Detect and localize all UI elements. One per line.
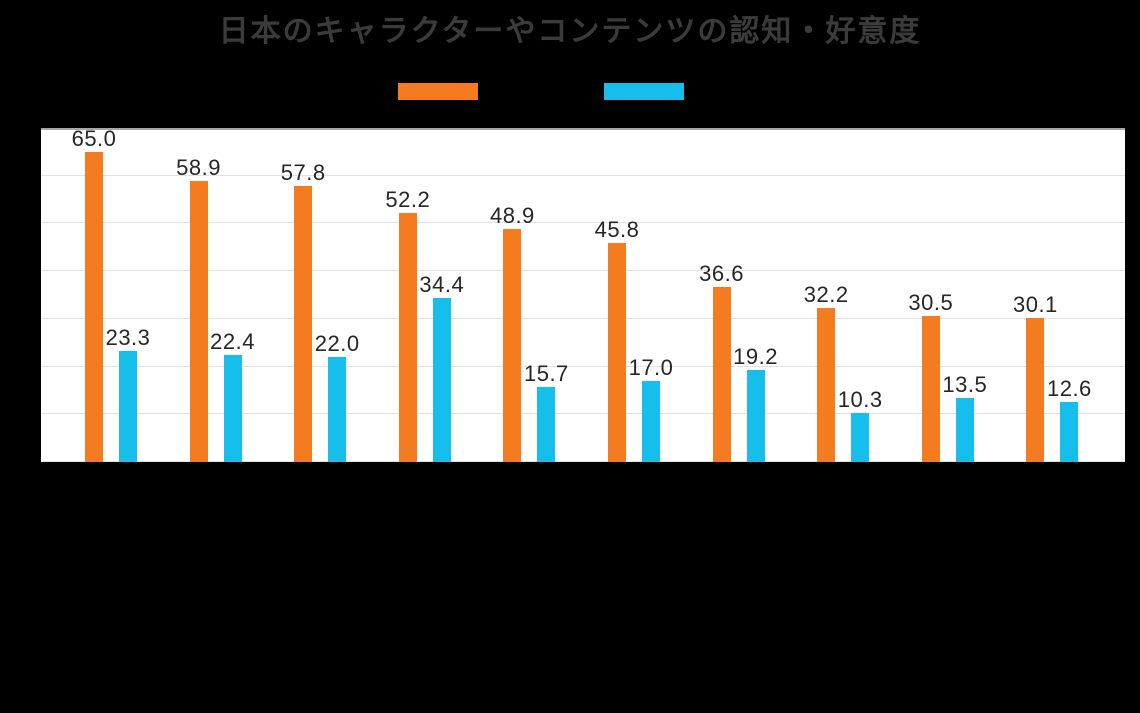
bar-value-label: 36.6 <box>699 261 745 287</box>
gridline <box>41 317 1125 319</box>
bar-series-2 <box>642 380 660 462</box>
bar-value-label: 57.8 <box>280 160 326 186</box>
bar-series-2 <box>223 355 242 462</box>
bar-series-1 <box>921 316 940 462</box>
bar-series-1 <box>189 180 208 462</box>
bar-series-1 <box>398 212 417 462</box>
legend-swatch-series-1 <box>398 83 478 100</box>
bar-value-label: 19.2 <box>733 344 779 370</box>
bar-series-1 <box>503 228 522 462</box>
bar-value-label: 58.9 <box>176 154 222 180</box>
gridline <box>41 461 1125 462</box>
bar-series-2 <box>1060 401 1079 462</box>
bar-value-label: 30.1 <box>1012 292 1058 318</box>
bar-series-2 <box>537 387 556 462</box>
gridline <box>41 270 1125 272</box>
bar-series-1 <box>817 308 836 462</box>
plot-area: 65.0 58.9 57.8 52.2 48.9 45.8 36.6 32.2 30.5 30.1… <box>41 125 1125 462</box>
bar-value-label: 13.5 <box>942 371 988 397</box>
bar-series-2 <box>432 297 451 462</box>
bar-series-1 <box>712 287 731 462</box>
bar-series-1 <box>294 186 313 462</box>
gridline <box>41 413 1125 415</box>
bar-value-label: 17.0 <box>628 354 674 380</box>
bar-value-label: 12.6 <box>1046 375 1092 401</box>
chart-title: 日本のキャラクターやコンテンツの認知・好意度 <box>218 15 922 48</box>
bar-series-1 <box>85 151 103 462</box>
bar-value-label: 22.0 <box>314 330 360 356</box>
bar-value-label: 52.2 <box>385 186 431 212</box>
bar-value-label: 22.4 <box>210 329 256 355</box>
bar-series-1 <box>1026 318 1045 462</box>
bar-value-label: 10.3 <box>837 386 883 412</box>
bar-value-label: 23.3 <box>105 324 151 350</box>
bar-value-label: 30.5 <box>908 290 954 316</box>
bar-value-label: 65.0 <box>71 125 117 151</box>
bar-value-label: 48.9 <box>489 202 535 228</box>
bar-value-label: 45.8 <box>594 217 640 243</box>
bar-series-2 <box>328 357 347 462</box>
gridline <box>41 222 1125 224</box>
bar-series-2 <box>746 370 765 462</box>
gridline <box>41 174 1125 176</box>
bar-value-label: 15.7 <box>523 361 569 386</box>
bar-value-label: 34.4 <box>419 271 465 297</box>
legend-swatch-series-2 <box>604 83 684 100</box>
gridline <box>41 365 1125 367</box>
bar-series-1 <box>608 243 626 462</box>
bar-series-2 <box>851 412 870 462</box>
bar-value-label: 32.2 <box>803 282 849 308</box>
bar-series-2 <box>955 397 974 462</box>
bar-series-2 <box>119 350 137 462</box>
